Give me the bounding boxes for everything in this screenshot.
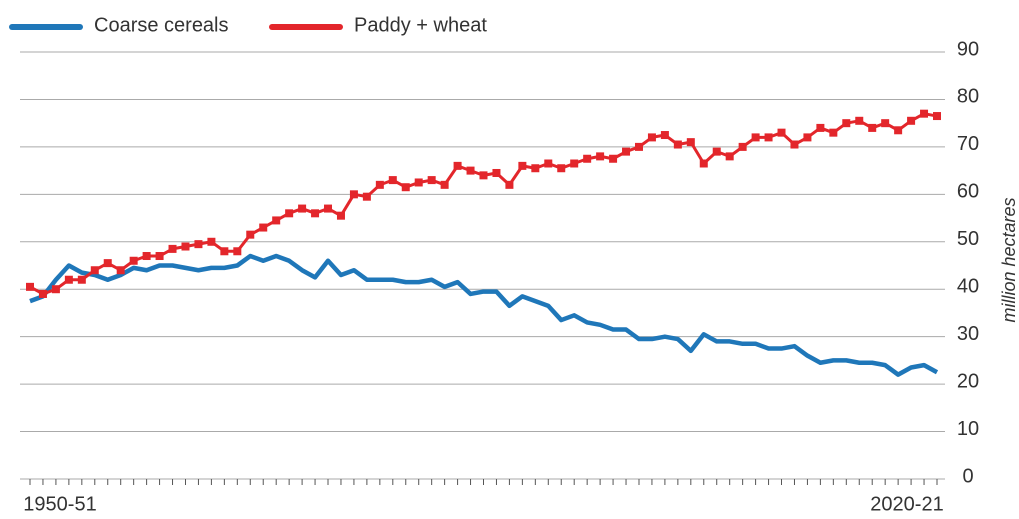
point-marker bbox=[155, 252, 164, 261]
point-marker bbox=[324, 204, 333, 213]
point-marker bbox=[246, 230, 255, 239]
y-tick-label: 50 bbox=[957, 228, 979, 250]
point-marker bbox=[881, 119, 890, 128]
point-marker bbox=[298, 204, 307, 213]
point-marker bbox=[894, 126, 903, 135]
point-marker bbox=[609, 154, 618, 163]
point-marker bbox=[505, 180, 514, 189]
point-marker bbox=[427, 176, 436, 185]
point-marker bbox=[142, 252, 151, 261]
x-tick-label: 2020-21 bbox=[870, 493, 943, 515]
point-marker bbox=[544, 159, 553, 168]
point-marker bbox=[531, 164, 540, 173]
point-marker bbox=[220, 247, 229, 256]
point-marker bbox=[129, 256, 138, 265]
point-marker bbox=[90, 266, 99, 275]
point-marker bbox=[751, 133, 760, 142]
point-marker bbox=[401, 183, 410, 192]
legend-label: Paddy + wheat bbox=[354, 14, 487, 36]
y-tick-label: 0 bbox=[962, 465, 973, 487]
point-marker bbox=[518, 161, 527, 170]
point-marker bbox=[634, 142, 643, 151]
point-marker bbox=[738, 142, 747, 151]
point-marker bbox=[479, 171, 488, 180]
point-marker bbox=[26, 282, 34, 291]
y-tick-label: 10 bbox=[957, 418, 979, 440]
point-marker bbox=[583, 154, 592, 163]
point-marker bbox=[829, 128, 838, 137]
point-marker bbox=[285, 209, 294, 218]
point-marker bbox=[816, 123, 825, 132]
point-marker bbox=[103, 259, 112, 268]
point-marker bbox=[259, 223, 268, 232]
point-marker bbox=[699, 159, 708, 168]
point-marker bbox=[207, 237, 216, 246]
point-marker bbox=[233, 247, 242, 256]
y-tick-label: 70 bbox=[957, 133, 979, 155]
point-marker bbox=[596, 152, 605, 161]
y-tick-label: 80 bbox=[957, 86, 979, 108]
point-marker bbox=[77, 275, 86, 284]
point-marker bbox=[336, 211, 345, 220]
point-marker bbox=[647, 133, 656, 142]
point-marker bbox=[622, 147, 631, 156]
point-marker bbox=[570, 159, 579, 168]
point-marker bbox=[168, 244, 177, 253]
series-line bbox=[29, 253, 939, 377]
point-marker bbox=[777, 128, 786, 137]
point-marker bbox=[907, 116, 916, 125]
point-marker bbox=[388, 176, 397, 185]
point-marker bbox=[349, 190, 358, 199]
point-marker bbox=[764, 133, 773, 142]
point-marker bbox=[51, 285, 60, 294]
point-marker bbox=[712, 147, 721, 156]
point-marker bbox=[362, 192, 371, 201]
point-marker bbox=[842, 119, 851, 128]
y-tick-label: 30 bbox=[957, 323, 979, 345]
point-marker bbox=[673, 140, 682, 149]
point-marker bbox=[414, 178, 423, 187]
point-marker bbox=[725, 152, 734, 161]
point-marker bbox=[64, 275, 73, 284]
point-marker bbox=[453, 161, 462, 170]
point-marker bbox=[375, 180, 384, 189]
y-tick-label: 40 bbox=[957, 276, 979, 298]
legend-label: Coarse cereals bbox=[94, 14, 229, 36]
point-marker bbox=[868, 123, 877, 132]
point-marker bbox=[311, 209, 320, 218]
y-tick-label: 90 bbox=[957, 38, 979, 60]
point-marker bbox=[38, 289, 47, 298]
point-marker bbox=[557, 164, 566, 173]
point-marker bbox=[790, 140, 799, 149]
y-tick-label: 60 bbox=[957, 181, 979, 203]
point-marker bbox=[660, 131, 669, 140]
x-tick-label: 1950-51 bbox=[23, 493, 96, 515]
point-marker bbox=[492, 168, 501, 177]
point-marker bbox=[933, 112, 941, 121]
point-marker bbox=[803, 133, 812, 142]
point-marker bbox=[466, 166, 475, 175]
point-marker bbox=[116, 266, 125, 275]
y-axis-label: million hectares bbox=[999, 197, 1019, 322]
point-marker bbox=[686, 138, 695, 147]
point-marker bbox=[272, 216, 281, 225]
point-marker bbox=[855, 116, 864, 125]
point-marker bbox=[920, 109, 929, 118]
point-marker bbox=[194, 240, 203, 249]
point-marker bbox=[440, 180, 449, 189]
point-marker bbox=[181, 242, 190, 251]
y-tick-label: 20 bbox=[957, 370, 979, 392]
